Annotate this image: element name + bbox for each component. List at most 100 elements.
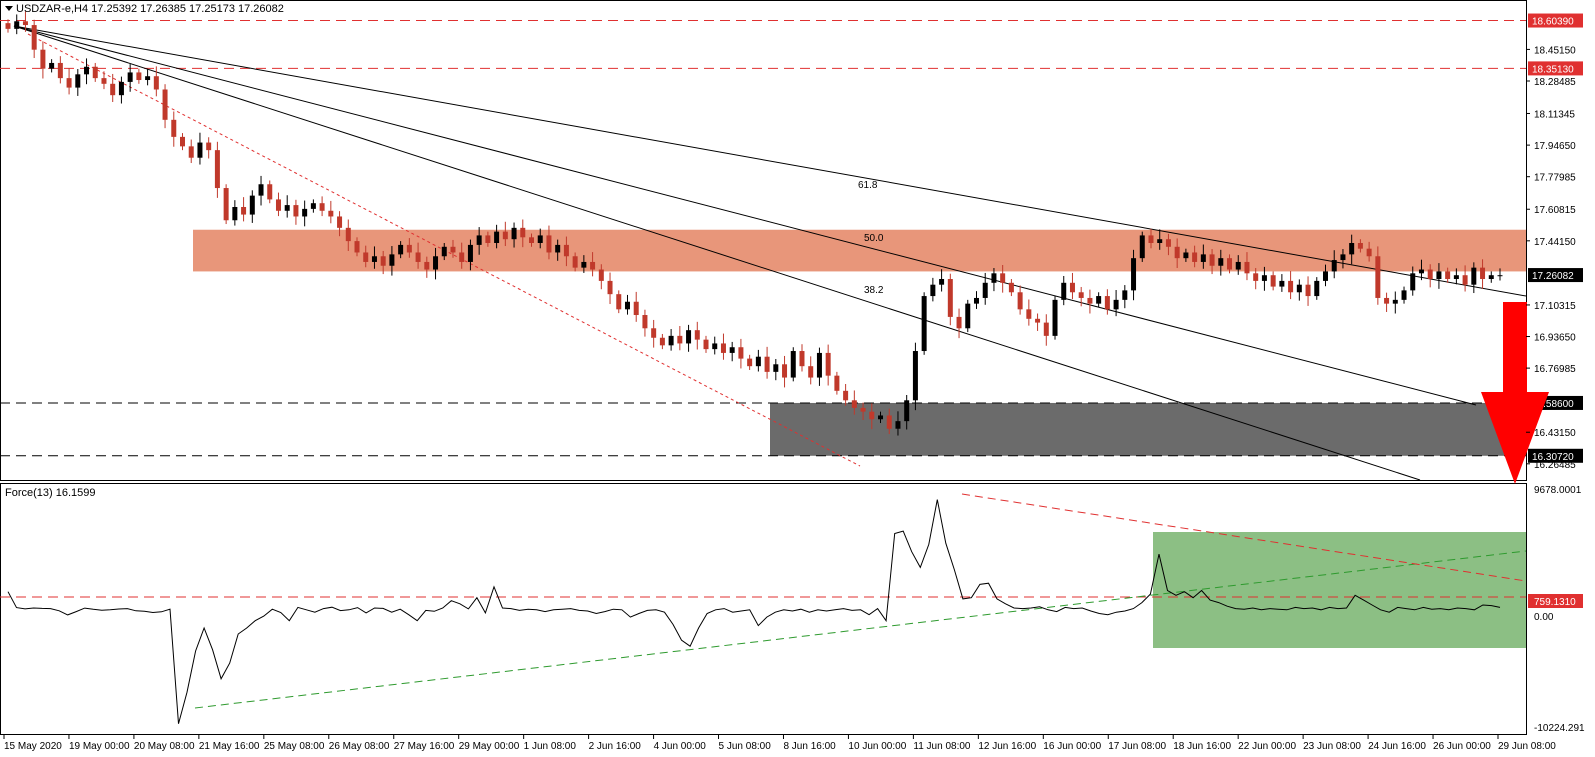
candle-body: [529, 237, 535, 243]
candle-body: [302, 208, 308, 217]
candle-body: [406, 244, 412, 253]
candle-body: [328, 210, 334, 217]
indicator-pane-frame: [0, 483, 1527, 735]
candle: [127, 64, 133, 92]
candle: [694, 321, 700, 350]
price-tick-label-10: 16.43150: [1534, 428, 1576, 439]
price-tick-label-2: 18.11345: [1534, 109, 1575, 120]
candle-body: [1192, 252, 1198, 262]
candle-body: [1139, 235, 1145, 259]
candle: [991, 268, 997, 292]
candle-body: [546, 235, 552, 253]
candle-body: [284, 205, 290, 211]
candle: [590, 252, 596, 277]
time-tick-label-4: 25 May 08:00: [264, 741, 325, 752]
candle-body: [511, 227, 517, 240]
candle-body: [31, 25, 37, 50]
level-price-box-3: [1528, 448, 1583, 463]
candle: [258, 175, 264, 206]
candle-body: [904, 400, 910, 422]
candle-body: [878, 415, 884, 420]
current-price-label: 17.26082: [1532, 271, 1574, 282]
collapse-triangle-icon[interactable]: [5, 6, 13, 11]
candle: [101, 71, 107, 90]
candle: [738, 338, 744, 369]
candle: [1235, 255, 1241, 275]
time-tick-label-2: 20 May 08:00: [134, 741, 195, 752]
candle: [607, 272, 613, 305]
candle-body: [1349, 243, 1355, 255]
candle: [1305, 276, 1311, 306]
candle-body: [1357, 243, 1363, 249]
candle-body: [1069, 282, 1075, 293]
candle-body: [1244, 261, 1250, 274]
candle-body: [1497, 275, 1503, 277]
candle: [1078, 286, 1084, 307]
candle: [1122, 285, 1128, 309]
candle-body: [127, 72, 133, 82]
candle: [223, 184, 229, 225]
candle: [162, 84, 168, 129]
candle: [197, 132, 203, 165]
price-tick-label-8: 16.93650: [1534, 333, 1576, 344]
candle-body: [520, 227, 526, 238]
candle: [686, 324, 692, 352]
candle-body: [1000, 273, 1006, 283]
candle: [939, 269, 945, 292]
candle-body: [1305, 284, 1311, 297]
fib-label-38-2: 38.2: [864, 285, 884, 296]
candle: [677, 326, 683, 351]
candle-body: [101, 78, 107, 84]
candle: [1035, 313, 1041, 331]
candle-body: [310, 203, 316, 209]
candle-body: [712, 343, 718, 350]
candle-body: [1471, 267, 1477, 285]
candle: [1384, 292, 1390, 312]
candle-body: [1453, 275, 1459, 280]
price-axis: 18.45150 18.28485 18.11345 17.94650 17.77985…: [1526, 45, 1576, 471]
candle: [1296, 279, 1302, 301]
candle-body: [747, 358, 753, 367]
candle-body: [598, 269, 604, 281]
candle-body: [214, 150, 220, 189]
candle-body: [1261, 275, 1267, 281]
candle: [1288, 271, 1294, 300]
time-tick-label-22: 26 Jun 00:00: [1433, 741, 1491, 752]
candle-body: [1174, 246, 1180, 259]
candle: [1253, 268, 1259, 290]
candle-body: [1104, 296, 1110, 310]
candle-body: [363, 252, 369, 262]
candle: [5, 19, 11, 33]
candle-body: [642, 315, 648, 329]
candle: [624, 294, 630, 315]
candle: [275, 192, 281, 217]
candle-body: [1183, 252, 1189, 259]
fib-label-50-0: 50.0: [864, 233, 884, 244]
indicator-support-trend: [194, 550, 1527, 709]
price-tick-label-9: 16.76985: [1534, 364, 1576, 375]
candle-body: [1043, 322, 1049, 336]
candle: [1043, 314, 1049, 346]
candle: [57, 56, 63, 84]
candle-body: [162, 89, 168, 120]
candle: [1340, 249, 1346, 269]
indicator-zone: [1153, 532, 1526, 648]
candle: [834, 371, 840, 395]
candle: [380, 250, 386, 275]
candle-body: [886, 415, 892, 429]
candle-body: [973, 297, 979, 304]
level-price-label-3: 16.30720: [1532, 452, 1574, 463]
candle-body: [590, 261, 596, 270]
candle-body: [153, 76, 159, 90]
candle: [1401, 286, 1407, 304]
candle-body: [1375, 256, 1381, 298]
candle: [616, 290, 622, 314]
candle: [84, 58, 90, 85]
candle-body: [1157, 239, 1163, 243]
support-zone: [770, 402, 1526, 456]
candle-body: [40, 49, 46, 69]
price-tick-label-5: 17.60815: [1534, 205, 1576, 216]
candle-body: [389, 254, 395, 266]
candle: [921, 292, 927, 355]
